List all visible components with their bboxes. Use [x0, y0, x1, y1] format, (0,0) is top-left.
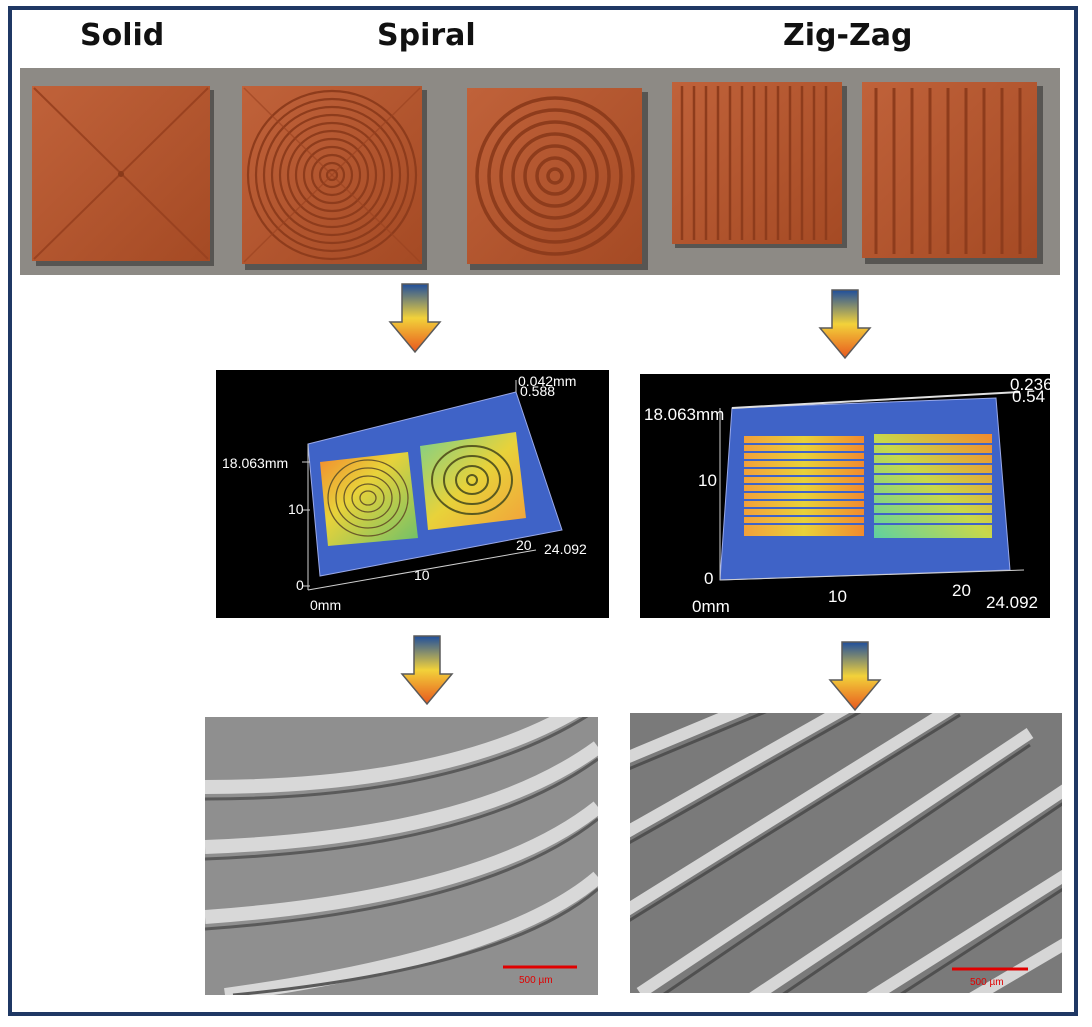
printed-samples-photo — [20, 68, 1060, 275]
scale-label: 500 µm — [970, 977, 1004, 988]
arrow-down-icon — [388, 283, 442, 354]
arrow-down-icon — [828, 641, 882, 712]
y-mid-label: 10 — [698, 471, 717, 490]
surface-profile-spiral: 18.063mm 10 0 0mm 10 20 24.092 0.042mm 0… — [216, 370, 609, 618]
x-max-label: 24.092 — [986, 593, 1038, 612]
spiral-sample-sparse — [467, 88, 642, 264]
header-solid: Solid — [80, 18, 165, 53]
header-spiral: Spiral — [377, 18, 476, 53]
surface-profile-zigzag: 18.063mm 10 0 0mm 10 20 24.092 0.236 0.5… — [640, 374, 1050, 618]
zigzag-sample-dense — [672, 82, 842, 244]
z-top-label: 0.236 — [1010, 375, 1050, 394]
z-second-label: 0.54 — [1012, 387, 1045, 406]
scale-label: 500 µm — [519, 975, 553, 986]
solid-sample — [32, 86, 210, 261]
sem-image-zigzag: 500 µm — [630, 713, 1062, 993]
zigzag-sample-sparse — [862, 82, 1037, 258]
x-20-label: 20 — [516, 537, 532, 553]
sem-image-spiral: 500 µm — [205, 717, 598, 995]
x-mid-label: 10 — [828, 587, 847, 606]
header-zigzag: Zig-Zag — [783, 18, 913, 53]
y-max-label: 18.063mm — [222, 455, 288, 471]
x-max-label: 24.092 — [544, 541, 587, 557]
y-zero-label: 0 — [704, 569, 713, 588]
spiral-sample-dense — [242, 86, 422, 264]
y-mid-label: 10 — [288, 501, 304, 517]
arrow-down-icon — [818, 289, 872, 360]
z-second-label: 0.588 — [520, 383, 555, 399]
origin-label: 0mm — [692, 597, 730, 616]
x-20-label: 20 — [952, 581, 971, 600]
y-zero-label: 0 — [296, 577, 304, 593]
arrow-down-icon — [400, 635, 454, 706]
origin-label: 0mm — [310, 597, 341, 613]
x-mid-label: 10 — [414, 567, 430, 583]
y-max-label: 18.063mm — [644, 405, 724, 424]
z-top-label: 0.042mm — [518, 373, 576, 389]
